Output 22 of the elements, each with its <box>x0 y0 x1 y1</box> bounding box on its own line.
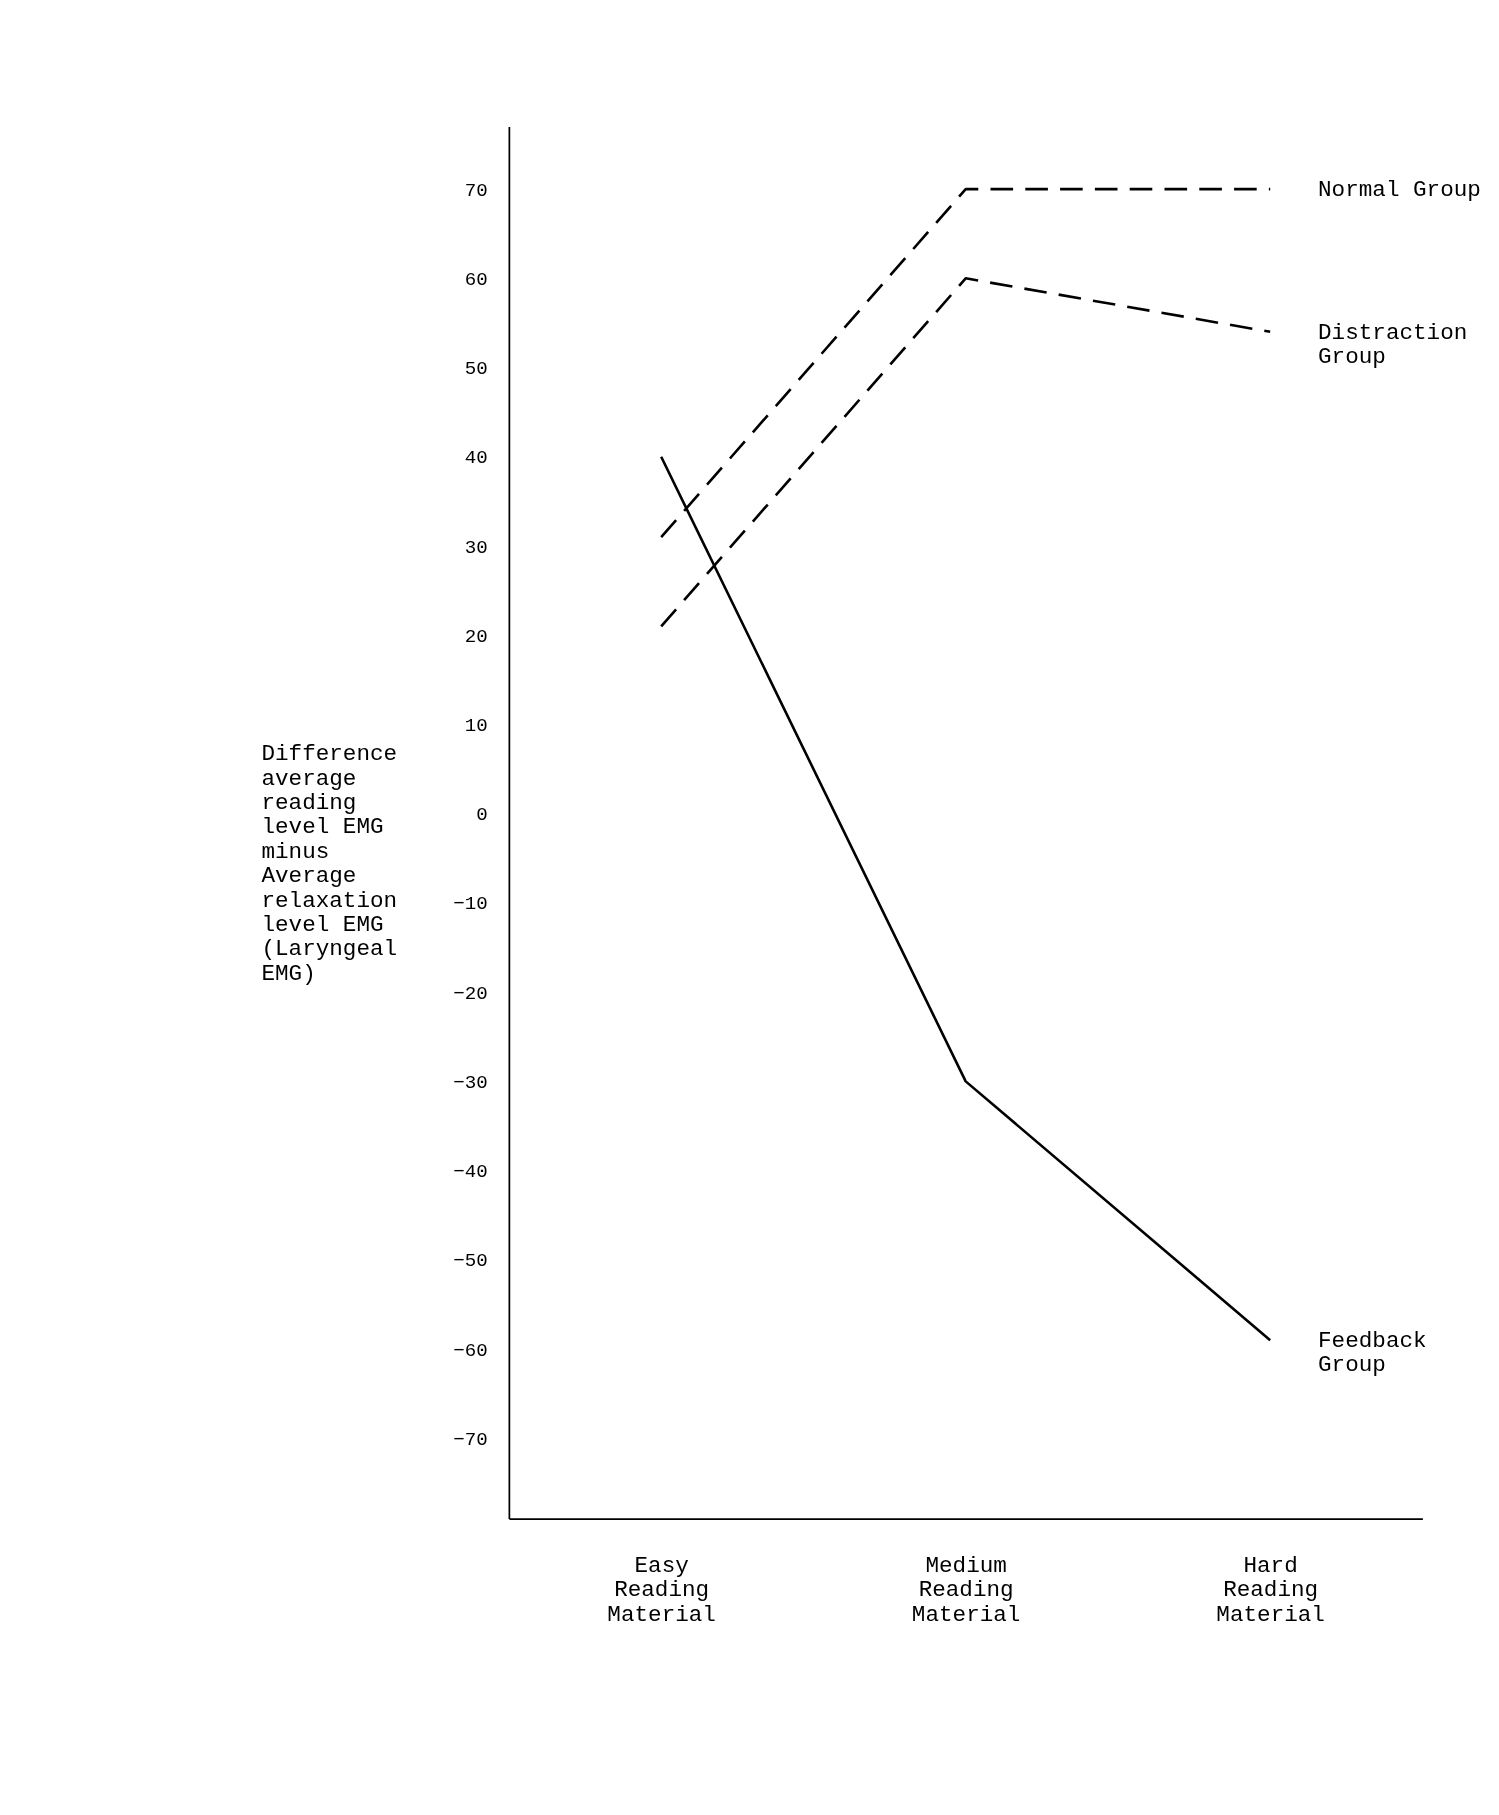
x-tick-label: Hard Reading Material <box>1216 1553 1325 1628</box>
text: Difference average reading level EMG minus Average relaxation level EMG (Laryngeal EMG) <box>261 741 398 987</box>
x-tick-label: Medium Reading Material <box>911 1553 1021 1628</box>
y-tick-label: 20 <box>464 625 488 648</box>
y-tick-label: 10 <box>464 714 488 737</box>
y-tick-label: 40 <box>464 447 488 470</box>
y-tick-label: 50 <box>464 358 488 381</box>
text: Normal Group <box>1318 177 1481 204</box>
y-tick-label: −60 <box>453 1339 488 1362</box>
y-tick-label: 60 <box>464 268 488 291</box>
y-tick-label: 70 <box>464 179 488 202</box>
y-tick-label: −10 <box>453 893 488 916</box>
x-tick-label: Easy Reading Material <box>607 1553 716 1628</box>
y-tick-label: −40 <box>453 1161 488 1184</box>
y-tick-label: −30 <box>453 1071 488 1094</box>
y-tick-label: 0 <box>476 804 488 827</box>
text: Distraction Group <box>1318 319 1468 371</box>
y-tick-label: −70 <box>453 1428 488 1451</box>
text: Feedback Group <box>1318 1328 1427 1379</box>
y-tick-label: −20 <box>453 982 488 1005</box>
y-tick-label: 30 <box>464 536 488 559</box>
y-tick-label: −50 <box>453 1250 488 1273</box>
